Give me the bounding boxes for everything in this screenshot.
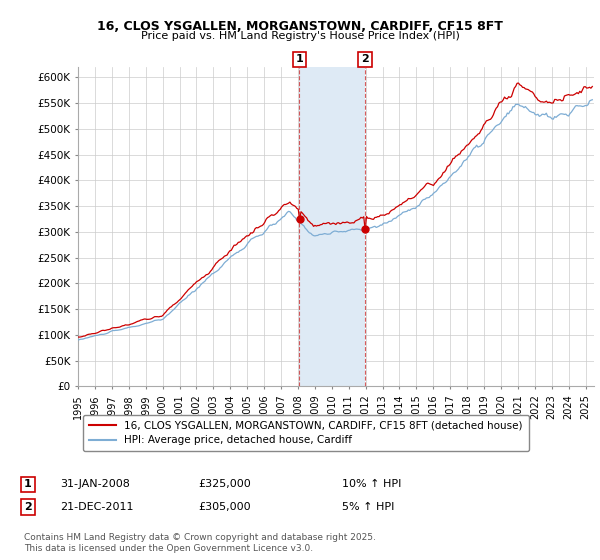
Bar [299,67,365,386]
Text: 16, CLOS YSGALLEN, MORGANSTOWN, CARDIFF, CF15 8FT: 16, CLOS YSGALLEN, MORGANSTOWN, CARDIFF,… [97,20,503,32]
Text: 10% ↑ HPI: 10% ↑ HPI [342,479,401,489]
Text: 5% ↑ HPI: 5% ↑ HPI [342,502,394,512]
Text: 21-DEC-2011: 21-DEC-2011 [60,502,133,512]
Text: 2: 2 [361,54,369,64]
Text: £305,000: £305,000 [198,502,251,512]
Text: Contains HM Land Registry data © Crown copyright and database right 2025.
This d: Contains HM Land Registry data © Crown c… [24,533,376,553]
Text: £325,000: £325,000 [198,479,251,489]
Text: 1: 1 [24,479,32,489]
Text: 2: 2 [24,502,32,512]
Text: Price paid vs. HM Land Registry's House Price Index (HPI): Price paid vs. HM Land Registry's House … [140,31,460,41]
Text: 1: 1 [295,54,303,64]
Legend: 16, CLOS YSGALLEN, MORGANSTOWN, CARDIFF, CF15 8FT (detached house), HPI: Average: 16, CLOS YSGALLEN, MORGANSTOWN, CARDIFF,… [83,415,529,451]
Text: 31-JAN-2008: 31-JAN-2008 [60,479,130,489]
